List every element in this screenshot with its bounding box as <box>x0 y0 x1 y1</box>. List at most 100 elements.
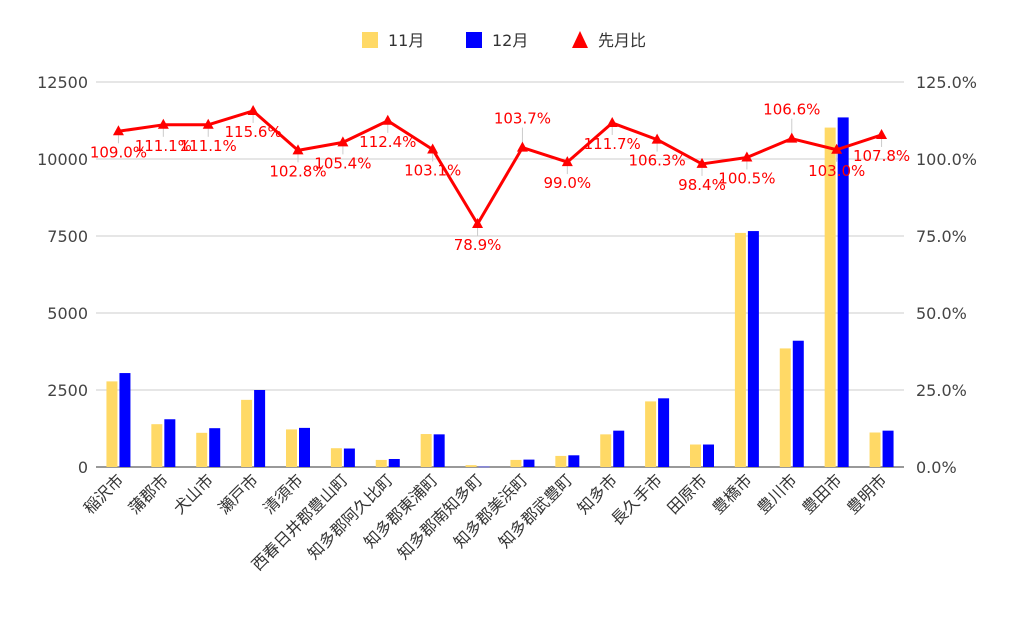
bar <box>106 381 118 467</box>
bar <box>869 432 881 467</box>
bar <box>330 448 342 467</box>
bar <box>478 466 490 468</box>
bar <box>433 434 445 467</box>
bar <box>299 427 310 467</box>
ratio-point <box>337 136 349 147</box>
bar <box>690 444 701 467</box>
bar <box>465 465 477 467</box>
bar <box>196 432 208 467</box>
y-tick-label: 12500 <box>37 73 88 92</box>
bar <box>882 430 894 467</box>
category-label: 蒲郡市 <box>125 470 172 517</box>
category-label: 犬山市 <box>170 470 217 517</box>
ratio-point <box>786 132 798 143</box>
legend-swatch <box>466 32 482 48</box>
bar <box>613 430 625 467</box>
ratio-point <box>696 157 708 168</box>
bar <box>343 448 355 467</box>
gridlines <box>96 81 904 468</box>
y2-tick-label: 125.0% <box>916 73 977 92</box>
bar <box>824 127 836 468</box>
ratio-data-label: 106.3% <box>629 152 686 170</box>
bar <box>510 459 522 467</box>
ratio-point <box>157 118 169 129</box>
bar <box>254 390 266 467</box>
ratio-point <box>382 114 394 125</box>
bar <box>119 373 131 467</box>
legend-triangle-icon <box>572 31 588 48</box>
bar <box>209 428 221 467</box>
ratio-data-label: 111.1% <box>180 137 237 155</box>
y-tick-label: 2500 <box>47 381 88 400</box>
bar <box>734 232 746 467</box>
ratio-point <box>202 118 214 129</box>
y2-tick-label: 0.0% <box>916 458 957 477</box>
ratio-data-label: 99.0% <box>544 174 592 192</box>
legend-label: 11月 <box>388 31 424 50</box>
bar <box>151 424 163 467</box>
legend-swatch <box>362 32 378 48</box>
y2-tick-label: 25.0% <box>916 381 967 400</box>
bar <box>600 434 612 467</box>
ratio-data-label: 111.7% <box>584 135 641 153</box>
ratio-data-label: 78.9% <box>454 236 502 254</box>
y-tick-label: 10000 <box>37 150 88 169</box>
y-tick-label: 5000 <box>47 304 88 323</box>
y2-tick-label: 100.0% <box>916 150 977 169</box>
ratio-data-label: 112.4% <box>359 133 416 151</box>
ratio-point <box>606 116 618 127</box>
ratio-point <box>292 144 304 155</box>
ratio-data-label: 103.0% <box>808 162 865 180</box>
category-label: 豊明市 <box>843 470 890 517</box>
ratio-point <box>516 141 528 152</box>
y2-tick-label: 75.0% <box>916 227 967 246</box>
ratio-point <box>651 133 663 144</box>
x-axis: 稲沢市蒲郡市犬山市瀬戸市清須市西春日井郡豊山町知多郡阿久比町知多郡東浦町知多郡南… <box>80 470 890 574</box>
ratio-line <box>118 109 883 226</box>
left-axis: 0 2500 5000 7500 10000 12500 <box>37 73 88 477</box>
legend-label: 先月比 <box>598 31 646 50</box>
ratio-point <box>876 128 888 139</box>
ratio-data-label: 98.4% <box>678 176 726 194</box>
legend-label: 12月 <box>492 31 528 50</box>
category-label: 稲沢市 <box>80 470 127 517</box>
ratio-data-label: 109.0% <box>90 143 147 161</box>
ratio-point <box>741 151 753 162</box>
ratio-line-series: 109.0%111.1%111.1%115.6%102.8%105.4%112.… <box>90 101 910 254</box>
bar <box>703 444 714 467</box>
y-tick-label: 7500 <box>47 227 88 246</box>
bar <box>837 117 849 468</box>
category-label: 豊田市 <box>798 470 845 517</box>
bar <box>779 348 791 467</box>
ratio-point <box>247 104 259 115</box>
y-tick-label: 0 <box>78 458 88 477</box>
bar <box>286 429 297 467</box>
bar <box>747 231 759 467</box>
category-label: 豊川市 <box>753 470 800 517</box>
ratio-point <box>112 125 124 136</box>
ratio-point <box>831 143 843 154</box>
ratio-point <box>427 143 439 154</box>
ratio-data-label: 102.8% <box>269 162 326 180</box>
ratio-point <box>472 217 484 228</box>
ratio-point <box>561 156 573 167</box>
legend: 11月 12月 先月比 <box>362 31 646 50</box>
bar <box>375 459 387 467</box>
ratio-data-label: 103.7% <box>494 110 551 128</box>
category-label: 豊橋市 <box>708 470 755 517</box>
category-label: 瀬戸市 <box>215 470 262 517</box>
bar <box>420 434 432 467</box>
category-label: 田原市 <box>663 470 710 517</box>
bar <box>523 459 535 467</box>
bar-series <box>106 117 894 468</box>
right-axis: 0.0% 25.0% 50.0% 75.0% 100.0% 125.0% <box>916 73 977 477</box>
bar <box>555 455 567 467</box>
bar <box>658 398 670 467</box>
bar <box>568 455 580 467</box>
ratio-data-label: 103.1% <box>404 161 461 179</box>
ratio-data-label: 105.4% <box>314 154 371 172</box>
bar <box>388 458 400 467</box>
ratio-data-label: 100.5% <box>718 169 775 187</box>
ratio-data-label: 106.6% <box>763 101 820 119</box>
